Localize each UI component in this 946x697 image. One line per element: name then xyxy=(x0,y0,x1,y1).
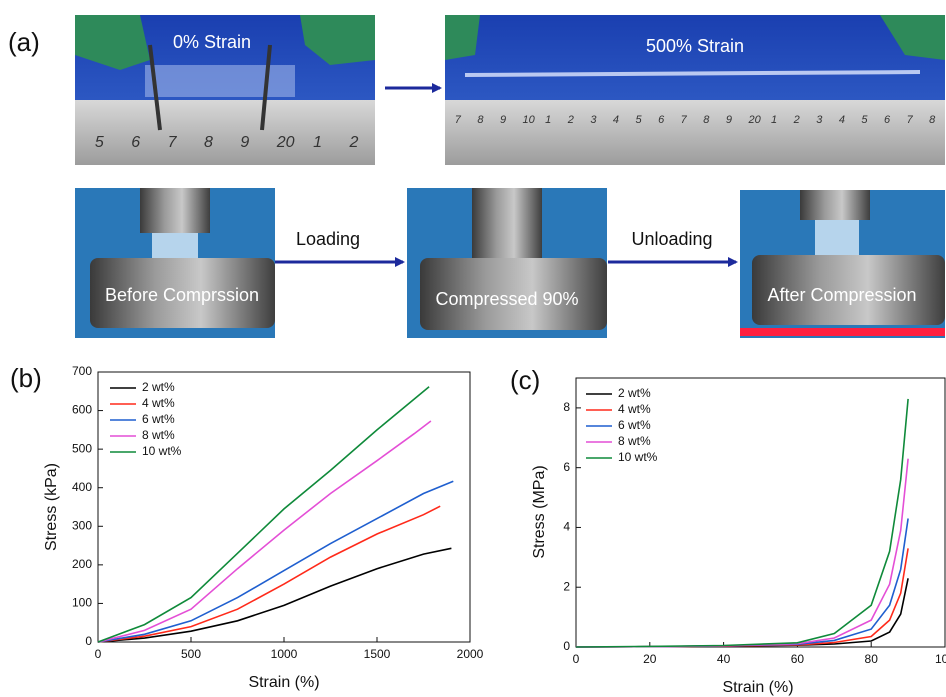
photo xyxy=(740,190,945,338)
ruler-label: 2 xyxy=(567,114,574,126)
ruler-label: 1 xyxy=(545,114,551,126)
y-tick-label: 200 xyxy=(72,557,92,571)
x-tick-label: 500 xyxy=(181,647,201,661)
legend-label: 6 wt% xyxy=(142,412,175,426)
y-tick-label: 6 xyxy=(563,460,570,474)
x-tick-label: 60 xyxy=(791,652,805,666)
photo-caption: 0% Strain xyxy=(173,32,251,52)
ruler-label: 1 xyxy=(313,134,322,151)
ruler-label: 6 xyxy=(884,114,891,126)
series-line xyxy=(576,519,908,648)
photo-caption: Before Comprssion xyxy=(105,285,259,305)
y-tick-label: 600 xyxy=(72,403,92,417)
photo-caption: After Compression xyxy=(767,285,916,305)
x-axis-label: Strain (%) xyxy=(248,674,319,691)
ruler-label: 20 xyxy=(276,134,295,151)
ruler-label: 3 xyxy=(590,114,597,126)
y-axis-label: Stress (kPa) xyxy=(43,463,60,551)
ruler-label: 8 xyxy=(204,134,213,151)
panel-label: (a) xyxy=(8,27,40,57)
x-tick-label: 2000 xyxy=(457,647,484,661)
ruler-label: 9 xyxy=(500,114,506,126)
y-tick-label: 2 xyxy=(563,579,570,593)
photo xyxy=(407,188,607,338)
ruler-label: 5 xyxy=(95,134,104,151)
x-tick-label: 100 xyxy=(935,652,946,666)
legend-label: 8 wt% xyxy=(618,434,651,448)
x-tick-label: 20 xyxy=(643,652,657,666)
photo-caption: 500% Strain xyxy=(646,36,744,56)
ruler-label: 8 xyxy=(703,114,710,126)
ruler-label: 7 xyxy=(455,114,462,126)
legend-label: 10 wt% xyxy=(142,444,182,458)
x-tick-label: 0 xyxy=(95,647,102,661)
legend-label: 2 wt% xyxy=(142,380,175,394)
x-tick-label: 1000 xyxy=(271,647,298,661)
ruler-label: 5 xyxy=(861,114,868,126)
y-tick-label: 0 xyxy=(563,639,570,653)
x-tick-label: 1500 xyxy=(364,647,391,661)
ruler-label: 7 xyxy=(907,114,914,126)
legend-label: 10 wt% xyxy=(618,450,658,464)
y-tick-label: 100 xyxy=(72,596,92,610)
legend-label: 6 wt% xyxy=(618,418,651,432)
photo-caption: Compressed 90% xyxy=(435,289,578,309)
ruler-label: 7 xyxy=(681,114,688,126)
panel-label: (c) xyxy=(510,365,540,395)
y-tick-label: 8 xyxy=(563,400,570,414)
series-line xyxy=(576,459,908,647)
x-axis-label: Strain (%) xyxy=(722,679,793,696)
legend-label: 4 wt% xyxy=(618,402,651,416)
series-line xyxy=(576,578,908,647)
figure: (a) 0% Strain 500% Strain Before Comprss… xyxy=(0,0,946,697)
ruler-label: 7 xyxy=(168,134,178,151)
x-tick-label: 80 xyxy=(865,652,879,666)
y-tick-label: 700 xyxy=(72,364,92,378)
y-tick-label: 300 xyxy=(72,518,92,532)
ruler-label: 9 xyxy=(726,114,732,126)
ruler-label: 5 xyxy=(636,114,643,126)
legend-label: 4 wt% xyxy=(142,396,175,410)
legend-label: 8 wt% xyxy=(142,428,175,442)
x-tick-label: 40 xyxy=(717,652,731,666)
legend-label: 2 wt% xyxy=(618,386,651,400)
panel-label: (b) xyxy=(10,363,42,393)
ruler-label: 6 xyxy=(658,114,665,126)
ruler-label: 1 xyxy=(771,114,777,126)
ruler-label: 8 xyxy=(929,114,936,126)
y-tick-label: 0 xyxy=(85,634,92,648)
ruler-label: 8 xyxy=(477,114,484,126)
ruler-label: 3 xyxy=(816,114,823,126)
ruler-label: 6 xyxy=(131,134,140,151)
series-line xyxy=(576,548,908,647)
ruler-label: 9 xyxy=(240,134,249,151)
arrow-label: Unloading xyxy=(631,229,712,249)
ruler-label: 2 xyxy=(793,114,800,126)
arrow-label: Loading xyxy=(296,229,360,249)
y-tick-label: 500 xyxy=(72,441,92,455)
ruler-label: 20 xyxy=(747,114,761,126)
y-tick-label: 400 xyxy=(72,480,92,494)
photo xyxy=(75,188,275,338)
ruler-label: 4 xyxy=(613,114,619,126)
x-tick-label: 0 xyxy=(573,652,580,666)
ruler-label: 4 xyxy=(839,114,845,126)
ruler-label: 2 xyxy=(349,134,359,151)
y-axis-label: Stress (MPa) xyxy=(531,465,548,558)
y-tick-label: 4 xyxy=(563,520,570,534)
ruler-label: 10 xyxy=(523,114,536,126)
